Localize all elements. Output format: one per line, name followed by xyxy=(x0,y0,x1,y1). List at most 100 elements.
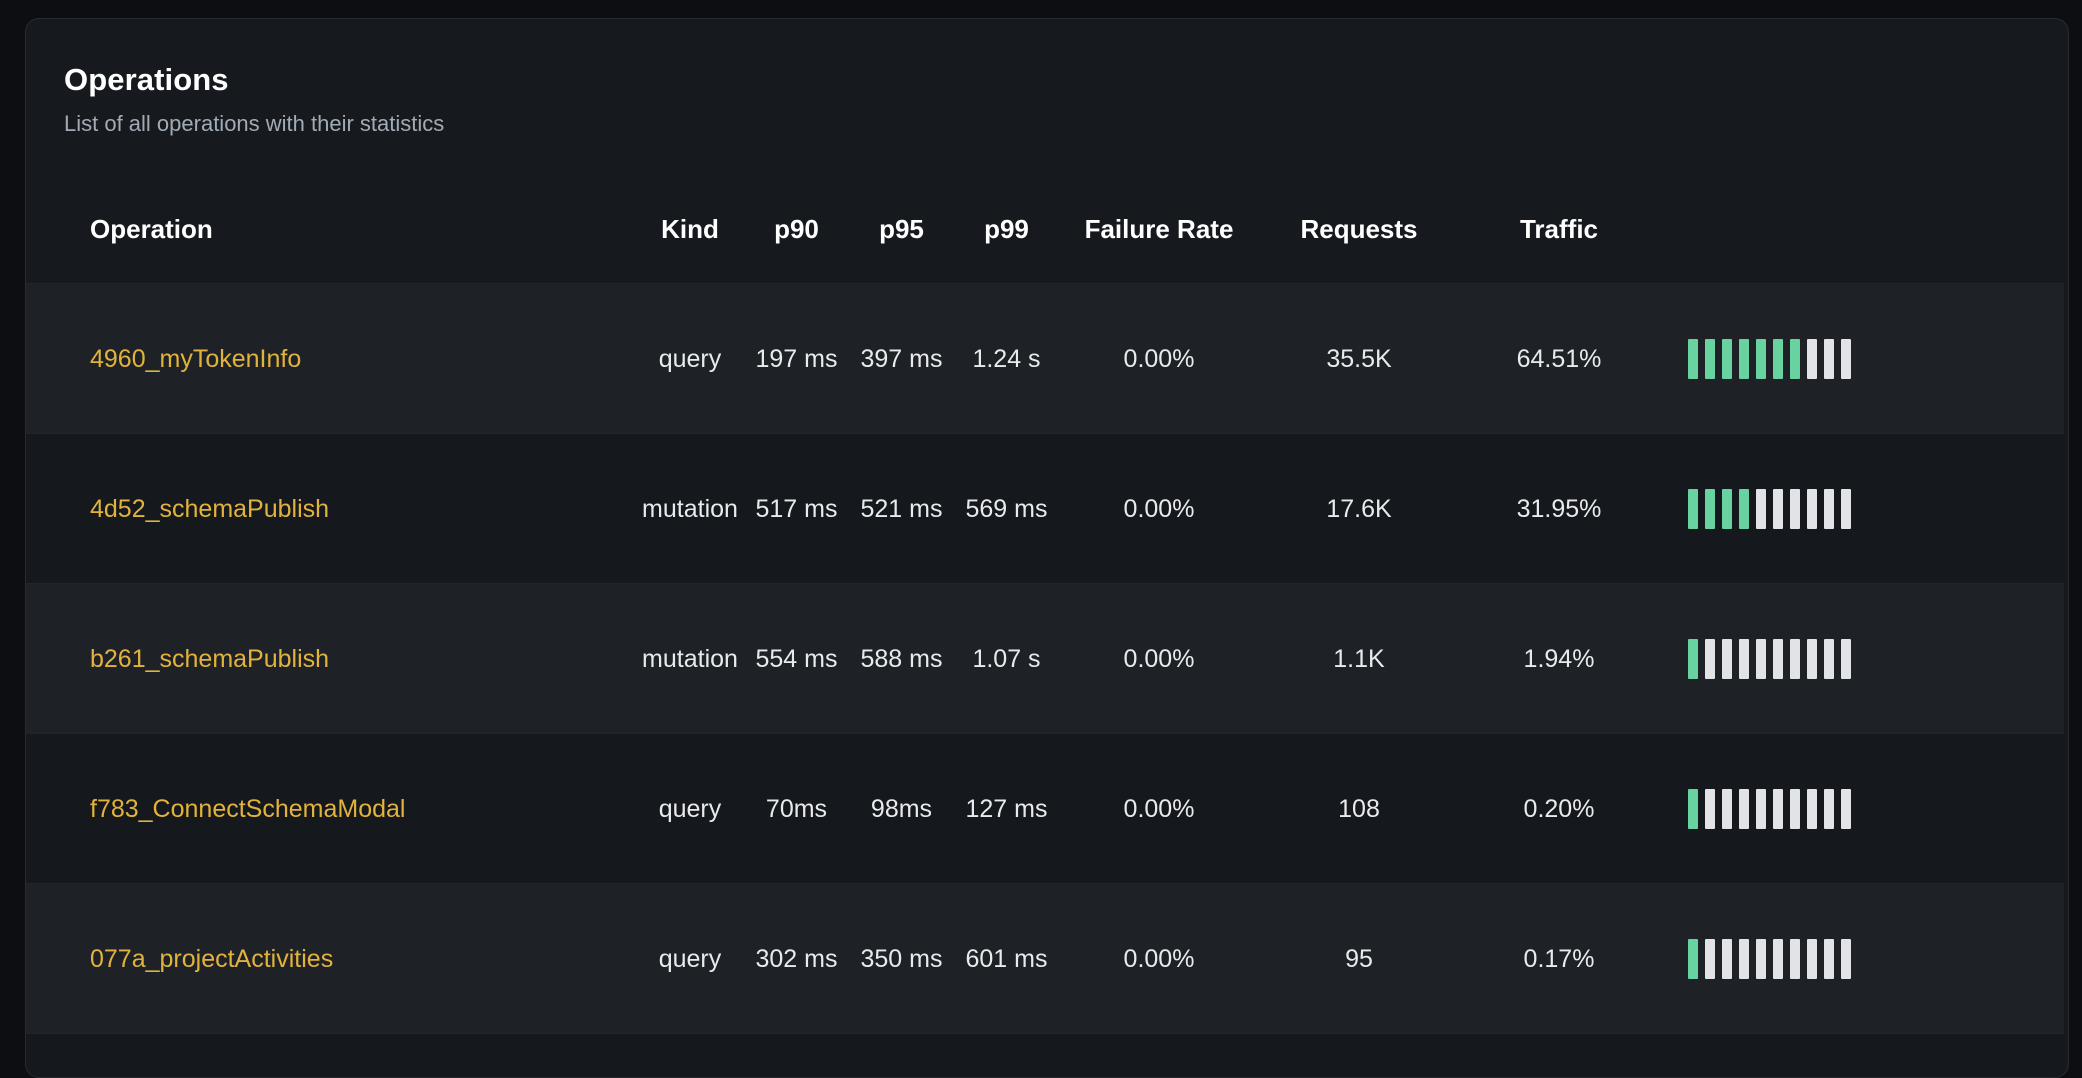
traffic-bar-segment xyxy=(1755,638,1766,679)
cell-failure-rate: 0.00% xyxy=(1123,344,1195,373)
traffic-bar-segment xyxy=(1823,638,1834,679)
traffic-bar-group xyxy=(1687,938,1851,979)
traffic-bar-segment xyxy=(1738,638,1749,679)
cell-requests: 1.1K xyxy=(1333,644,1385,673)
traffic-bar-segment xyxy=(1840,488,1851,529)
traffic-bar-segment xyxy=(1823,788,1834,829)
column-header-failure-rate[interactable]: Failure Rate xyxy=(1084,213,1234,244)
cell-requests: 95 xyxy=(1345,944,1373,973)
traffic-bar-segment xyxy=(1687,338,1698,379)
traffic-bar-segment xyxy=(1704,788,1715,829)
cell-kind: query xyxy=(658,794,722,823)
cell-p99: 601 ms xyxy=(965,944,1048,973)
cell-p90: 517 ms xyxy=(755,494,838,523)
page-title: Operations xyxy=(64,62,229,97)
cell-kind: mutation xyxy=(642,494,738,523)
traffic-bar-segment xyxy=(1738,938,1749,979)
column-header-kind[interactable]: Kind xyxy=(661,213,719,244)
cell-failure-rate: 0.00% xyxy=(1123,644,1195,673)
cell-p95: 98ms xyxy=(870,794,933,823)
cell-p90: 554 ms xyxy=(755,644,838,673)
traffic-bar-segment xyxy=(1823,338,1834,379)
traffic-bar-segment xyxy=(1738,338,1749,379)
cell-traffic-percent: 0.17% xyxy=(1523,944,1595,973)
traffic-sparkline xyxy=(1659,788,1879,829)
cell-kind: query xyxy=(658,344,722,373)
operation-link[interactable]: f783_ConnectSchemaModal xyxy=(90,794,406,823)
cell-p99: 569 ms xyxy=(965,494,1048,523)
traffic-bar-segment xyxy=(1704,488,1715,529)
cell-requests: 35.5K xyxy=(1326,344,1392,373)
cell-kind: query xyxy=(658,944,722,973)
column-header-operation[interactable]: Operation xyxy=(90,213,213,244)
traffic-sparkline xyxy=(1659,338,1879,379)
table-row[interactable] xyxy=(26,1033,2064,1077)
operation-link[interactable]: 4960_myTokenInfo xyxy=(90,344,302,373)
traffic-bar-segment xyxy=(1840,638,1851,679)
traffic-sparkline xyxy=(1659,938,1879,979)
cell-p95: 397 ms xyxy=(860,344,943,373)
table-row[interactable]: 4d52_schemaPublish mutation 517 ms 521 ms 56… xyxy=(26,433,2064,584)
cell-p99: 127 ms xyxy=(965,794,1048,823)
cell-p95: 588 ms xyxy=(860,644,943,673)
table-header-row: Operation Kind p90 p95 p99 Failure Rate … xyxy=(26,175,2064,283)
cell-kind: mutation xyxy=(642,644,738,673)
traffic-bar-segment xyxy=(1721,938,1732,979)
traffic-bar-segment xyxy=(1806,788,1817,829)
operations-table: Operation Kind p90 p95 p99 Failure Rate … xyxy=(26,175,2068,1077)
traffic-bar-segment xyxy=(1789,488,1800,529)
traffic-bar-segment xyxy=(1721,488,1732,529)
traffic-sparkline xyxy=(1659,488,1879,529)
traffic-bar-segment xyxy=(1772,938,1783,979)
cell-p90: 197 ms xyxy=(755,344,838,373)
table-row[interactable]: b261_schemaPublish mutation 554 ms 588 ms 1.… xyxy=(26,583,2064,734)
traffic-bar-segment xyxy=(1772,788,1783,829)
cell-p95: 350 ms xyxy=(860,944,943,973)
cell-traffic-percent: 31.95% xyxy=(1516,494,1602,523)
column-header-requests[interactable]: Requests xyxy=(1300,213,1418,244)
table-row[interactable]: 4960_myTokenInfo query 197 ms 397 ms 1.24 s 0… xyxy=(26,283,2064,434)
traffic-bar-segment xyxy=(1789,788,1800,829)
traffic-bar-segment xyxy=(1721,338,1732,379)
traffic-bar-segment xyxy=(1840,938,1851,979)
column-header-traffic[interactable]: Traffic xyxy=(1519,213,1599,244)
traffic-bar-segment xyxy=(1704,938,1715,979)
traffic-bar-group xyxy=(1687,338,1851,379)
operation-link[interactable]: 4d52_schemaPublish xyxy=(90,494,330,523)
operations-card: Operations List of all operations with t… xyxy=(25,18,2069,1078)
traffic-bar-segment xyxy=(1823,938,1834,979)
traffic-bar-segment xyxy=(1806,488,1817,529)
traffic-bar-segment xyxy=(1840,338,1851,379)
traffic-bar-segment xyxy=(1789,638,1800,679)
traffic-bar-segment xyxy=(1755,338,1766,379)
table-row[interactable]: 077a_projectActivities query 302 ms 350 ms 6… xyxy=(26,883,2064,1034)
traffic-bar-segment xyxy=(1806,338,1817,379)
traffic-bar-segment xyxy=(1772,488,1783,529)
traffic-bar-segment xyxy=(1806,638,1817,679)
operation-link[interactable]: 077a_projectActivities xyxy=(90,944,334,973)
card-header: Operations List of all operations with t… xyxy=(26,19,2068,137)
traffic-bar-segment xyxy=(1687,788,1698,829)
traffic-bar-segment xyxy=(1687,638,1698,679)
traffic-bar-segment xyxy=(1789,338,1800,379)
table-row[interactable]: f783_ConnectSchemaModal query 70ms 98ms 127 … xyxy=(26,733,2064,884)
column-header-p95[interactable]: p95 xyxy=(879,213,924,244)
traffic-bar-segment xyxy=(1755,488,1766,529)
cell-p90: 302 ms xyxy=(755,944,838,973)
traffic-bar-segment xyxy=(1823,488,1834,529)
operation-link[interactable]: b261_schemaPublish xyxy=(90,644,330,673)
traffic-bar-segment xyxy=(1755,788,1766,829)
traffic-bar-segment xyxy=(1704,638,1715,679)
cell-failure-rate: 0.00% xyxy=(1123,494,1195,523)
cell-traffic-percent: 1.94% xyxy=(1523,644,1595,673)
traffic-bar-segment xyxy=(1755,938,1766,979)
traffic-sparkline xyxy=(1659,638,1879,679)
traffic-bar-segment xyxy=(1687,938,1698,979)
column-header-p99[interactable]: p99 xyxy=(984,213,1029,244)
cell-traffic-percent: 0.20% xyxy=(1523,794,1595,823)
traffic-bar-segment xyxy=(1738,488,1749,529)
traffic-bar-segment xyxy=(1772,638,1783,679)
column-header-p90[interactable]: p90 xyxy=(774,213,819,244)
cell-requests: 108 xyxy=(1338,794,1380,823)
cell-p99: 1.07 s xyxy=(972,644,1041,673)
